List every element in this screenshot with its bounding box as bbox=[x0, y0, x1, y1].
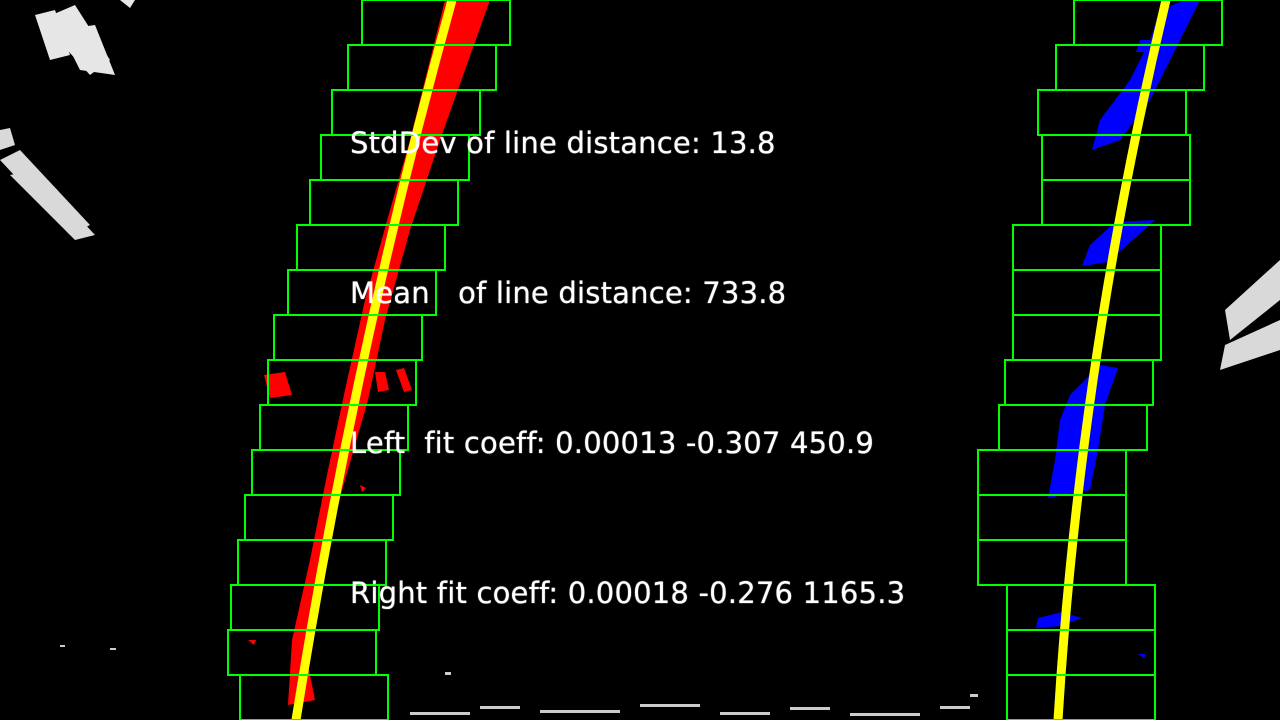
left-window bbox=[239, 674, 389, 720]
right-window bbox=[977, 494, 1127, 541]
right-search-windows bbox=[977, 0, 1223, 720]
right-window bbox=[977, 539, 1127, 586]
right-lane-pixels bbox=[1036, 0, 1200, 658]
noise-left-edge bbox=[0, 128, 95, 240]
left-fit-line bbox=[291, 0, 457, 720]
left-search-windows bbox=[227, 0, 511, 720]
stats-overlay: StdDev of line distance: 13.8 Mean of li… bbox=[350, 18, 905, 718]
right-window bbox=[1073, 0, 1223, 46]
right-window bbox=[1006, 629, 1156, 676]
right-window bbox=[1006, 674, 1156, 720]
right-window bbox=[1041, 134, 1191, 181]
noise-bottom bbox=[60, 645, 978, 716]
left-fit-coefficients: Left fit coeff: 0.00013 -0.307 450.9 bbox=[350, 426, 875, 460]
left-lane-pixels bbox=[248, 0, 490, 705]
right-window bbox=[1006, 584, 1156, 631]
right-fit-coefficients: Right fit coeff: 0.00018 -0.276 1165.3 bbox=[350, 576, 906, 610]
noise-top-left bbox=[35, 0, 135, 75]
noise-right-edge bbox=[1220, 260, 1280, 370]
right-window bbox=[1012, 314, 1162, 361]
right-window bbox=[1012, 269, 1162, 316]
mean-line-distance: Mean of line distance: 733.8 bbox=[350, 276, 787, 310]
stddev-line-distance: StdDev of line distance: 13.8 bbox=[350, 126, 776, 160]
